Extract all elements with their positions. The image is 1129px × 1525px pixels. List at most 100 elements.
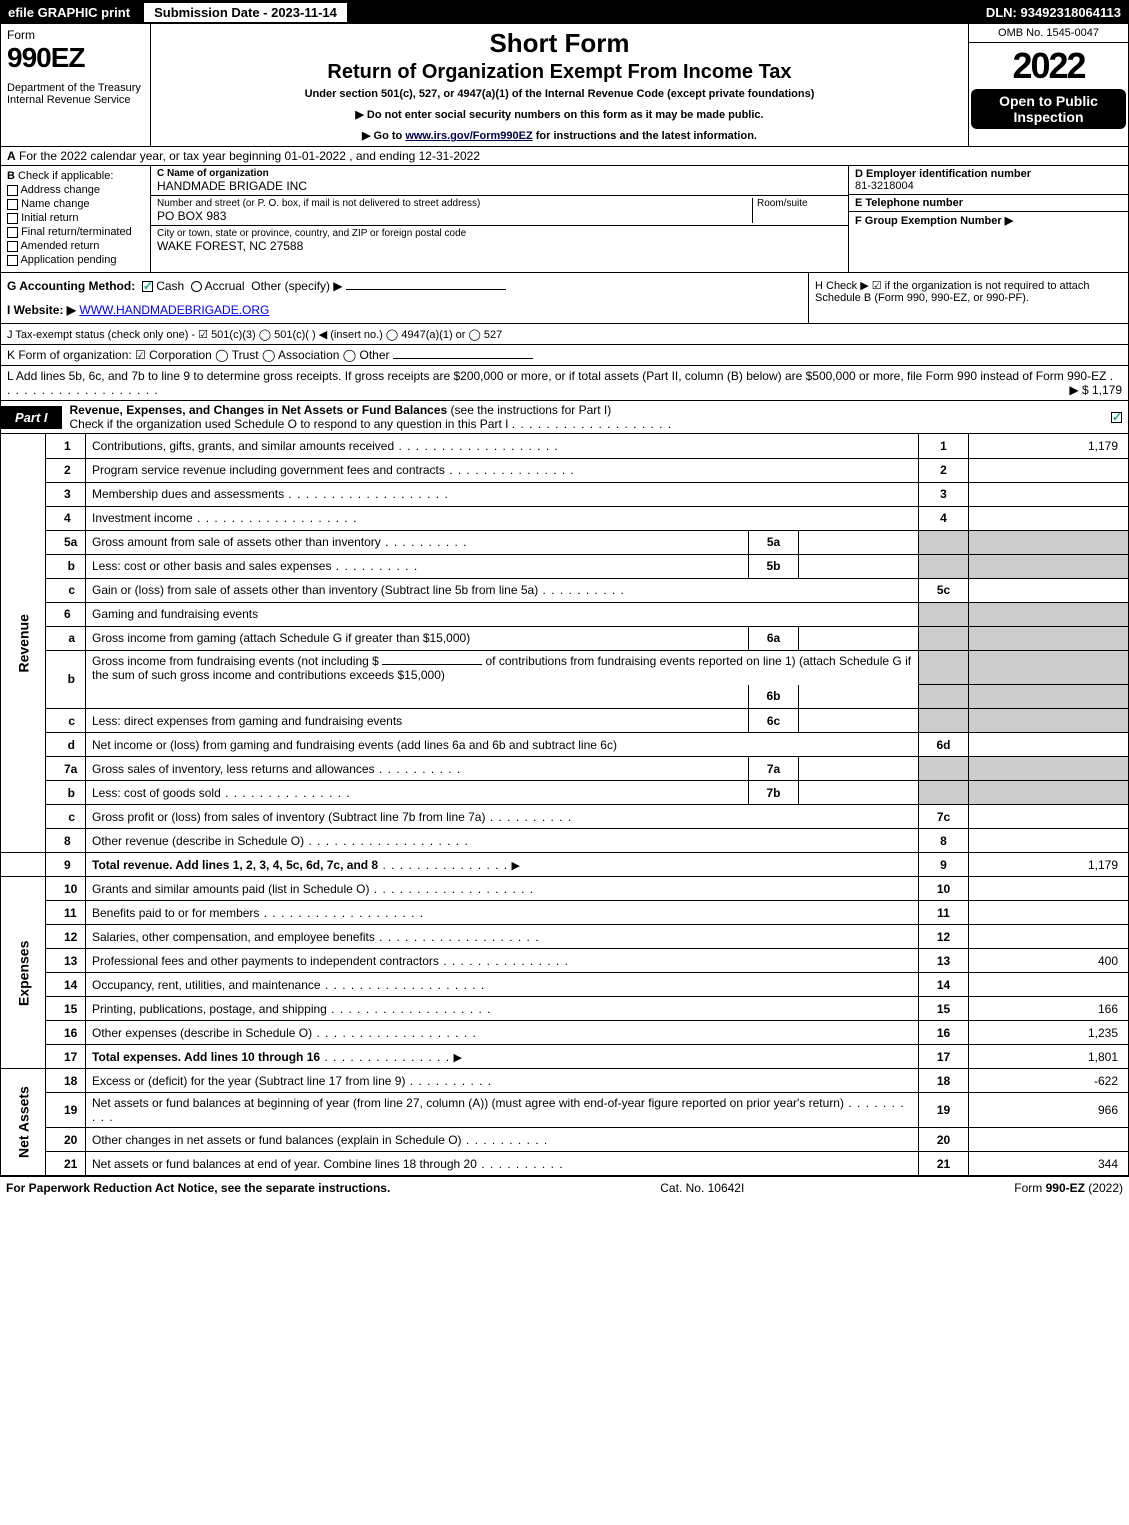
form-header: Form 990EZ Department of the Treasury In… bbox=[0, 24, 1129, 147]
line-3: 3 Membership dues and assessments 3 bbox=[1, 482, 1129, 506]
chk-name-change[interactable]: Name change bbox=[7, 198, 144, 210]
line-19: 19 Net assets or fund balances at beginn… bbox=[1, 1093, 1129, 1128]
j-text: J Tax-exempt status (check only one) - ☑… bbox=[7, 329, 502, 341]
top-bar: efile GRAPHIC print Submission Date - 20… bbox=[0, 0, 1129, 24]
note2-post: for instructions and the latest informat… bbox=[533, 130, 757, 142]
line-6: 6 Gaming and fundraising events bbox=[1, 602, 1129, 626]
line-13: 13 Professional fees and other payments … bbox=[1, 949, 1129, 973]
line-7a: 7a Gross sales of inventory, less return… bbox=[1, 757, 1129, 781]
line-11: 11 Benefits paid to or for members 11 bbox=[1, 901, 1129, 925]
ein-val: 81-3218004 bbox=[855, 180, 1122, 192]
main-title: Return of Organization Exempt From Incom… bbox=[159, 61, 960, 84]
row-l: L Add lines 5b, 6c, and 7b to line 9 to … bbox=[0, 366, 1129, 401]
subtitle: Under section 501(c), 527, or 4947(a)(1)… bbox=[159, 88, 960, 100]
street-label: Number and street (or P. O. box, if mail… bbox=[157, 198, 752, 209]
line-4: 4 Investment income 4 bbox=[1, 506, 1129, 530]
phone-row: E Telephone number bbox=[849, 195, 1128, 212]
line-5c: c Gain or (loss) from sale of assets oth… bbox=[1, 578, 1129, 602]
grid-bcdef: B Check if applicable: Address change Na… bbox=[0, 166, 1129, 273]
row-a: A For the 2022 calendar year, or tax yea… bbox=[0, 147, 1129, 166]
line-1: Revenue 1 Contributions, gifts, grants, … bbox=[1, 434, 1129, 458]
efile-label: efile GRAPHIC print bbox=[0, 5, 138, 20]
col-b-label: B bbox=[7, 170, 15, 182]
note2-pre: ▶ Go to bbox=[362, 130, 405, 142]
part1-header: Part I Revenue, Expenses, and Changes in… bbox=[0, 401, 1129, 434]
line-12: 12 Salaries, other compensation, and emp… bbox=[1, 925, 1129, 949]
g-label: G Accounting Method: bbox=[7, 279, 135, 293]
chk-application-pending[interactable]: Application pending bbox=[7, 254, 144, 266]
irs-link[interactable]: www.irs.gov/Form990EZ bbox=[405, 130, 532, 142]
part1-title: Revenue, Expenses, and Changes in Net As… bbox=[62, 401, 1111, 433]
line-5b: b Less: cost or other basis and sales ex… bbox=[1, 554, 1129, 578]
org-name: HANDMADE BRIGADE INC bbox=[157, 179, 307, 193]
chk-cash[interactable] bbox=[142, 281, 153, 292]
footer: For Paperwork Reduction Act Notice, see … bbox=[0, 1176, 1129, 1199]
ein-row: D Employer identification number 81-3218… bbox=[849, 166, 1128, 195]
form-word: Form bbox=[7, 28, 144, 42]
line-6d: d Net income or (loss) from gaming and f… bbox=[1, 733, 1129, 757]
street-row: Number and street (or P. O. box, if mail… bbox=[151, 196, 848, 226]
part1-schedule-o-check[interactable] bbox=[1111, 410, 1128, 424]
k-other-input[interactable] bbox=[393, 358, 533, 359]
checkbox-icon bbox=[7, 255, 18, 266]
checkbox-icon bbox=[7, 185, 18, 196]
netassets-side-label: Net Assets bbox=[1, 1069, 46, 1176]
footer-cat: Cat. No. 10642I bbox=[660, 1181, 744, 1195]
line-17: 17 Total expenses. Add lines 10 through … bbox=[1, 1045, 1129, 1069]
line-20: 20 Other changes in net assets or fund b… bbox=[1, 1128, 1129, 1152]
line-14: 14 Occupancy, rent, utilities, and maint… bbox=[1, 973, 1129, 997]
city-label: City or town, state or province, country… bbox=[157, 228, 466, 239]
city-row: City or town, state or province, country… bbox=[151, 226, 848, 272]
accounting-method: G Accounting Method: Cash Accrual Other … bbox=[1, 273, 808, 323]
tax-year: 2022 bbox=[969, 43, 1128, 89]
group-exemption-row: F Group Exemption Number ▶ bbox=[849, 212, 1128, 272]
line-6a: a Gross income from gaming (attach Sched… bbox=[1, 626, 1129, 650]
room-label: Room/suite bbox=[757, 198, 842, 209]
e-label: E Telephone number bbox=[855, 197, 963, 209]
row-k: K Form of organization: ☑ Corporation ◯ … bbox=[0, 345, 1129, 366]
header-center: Short Form Return of Organization Exempt… bbox=[151, 24, 968, 146]
footer-left: For Paperwork Reduction Act Notice, see … bbox=[6, 1181, 390, 1195]
checkbox-icon bbox=[1111, 412, 1122, 423]
header-left: Form 990EZ Department of the Treasury In… bbox=[1, 24, 151, 146]
contrib-amount-input[interactable] bbox=[382, 664, 482, 665]
line-18: Net Assets 18 Excess or (deficit) for th… bbox=[1, 1069, 1129, 1093]
d-label: D Employer identification number bbox=[855, 168, 1031, 180]
footer-right: Form 990-EZ (2022) bbox=[1014, 1181, 1123, 1195]
street-val: PO BOX 983 bbox=[157, 209, 752, 223]
line-6c: c Less: direct expenses from gaming and … bbox=[1, 709, 1129, 733]
chk-accrual[interactable] bbox=[191, 281, 202, 292]
dots-icon bbox=[512, 417, 672, 431]
line-6b: b Gross income from fundraising events (… bbox=[1, 650, 1129, 685]
chk-final-return[interactable]: Final return/terminated bbox=[7, 226, 144, 238]
l-amount: ▶ $ 1,179 bbox=[1069, 383, 1122, 397]
line-21: 21 Net assets or fund balances at end of… bbox=[1, 1152, 1129, 1176]
website-link[interactable]: WWW.HANDMADEBRIGADE.ORG bbox=[79, 303, 269, 317]
link-note: ▶ Go to www.irs.gov/Form990EZ for instru… bbox=[159, 129, 960, 142]
expenses-side-label: Expenses bbox=[1, 877, 46, 1069]
line-16: 16 Other expenses (describe in Schedule … bbox=[1, 1021, 1129, 1045]
line-2: 2 Program service revenue including gove… bbox=[1, 458, 1129, 482]
chk-address-change[interactable]: Address change bbox=[7, 184, 144, 196]
checkbox-icon bbox=[7, 241, 18, 252]
submission-date: Submission Date - 2023-11-14 bbox=[142, 1, 349, 24]
l-text: L Add lines 5b, 6c, and 7b to line 9 to … bbox=[7, 369, 1106, 383]
h-schedule-b: H Check ▶ ☑ if the organization is not r… bbox=[808, 273, 1128, 323]
checkbox-icon bbox=[7, 199, 18, 210]
i-label: I Website: ▶ bbox=[7, 303, 76, 317]
chk-initial-return[interactable]: Initial return bbox=[7, 212, 144, 224]
col-c: C Name of organization HANDMADE BRIGADE … bbox=[151, 166, 848, 272]
omb-number: OMB No. 1545-0047 bbox=[969, 24, 1128, 43]
ssn-warning: ▶ Do not enter social security numbers o… bbox=[159, 108, 960, 121]
other-specify-input[interactable] bbox=[346, 289, 506, 290]
f-label: F Group Exemption Number ▶ bbox=[855, 215, 1013, 227]
inspection-badge: Open to Public Inspection bbox=[971, 89, 1126, 129]
header-right: OMB No. 1545-0047 2022 Open to Public In… bbox=[968, 24, 1128, 146]
city-val: WAKE FOREST, NC 27588 bbox=[157, 239, 466, 253]
col-b-intro: Check if applicable: bbox=[18, 170, 113, 182]
k-text: K Form of organization: ☑ Corporation ◯ … bbox=[7, 348, 390, 362]
chk-amended-return[interactable]: Amended return bbox=[7, 240, 144, 252]
dln-label: DLN: 93492318064113 bbox=[986, 5, 1129, 20]
line-8: 8 Other revenue (describe in Schedule O)… bbox=[1, 829, 1129, 853]
checkbox-icon bbox=[7, 213, 18, 224]
